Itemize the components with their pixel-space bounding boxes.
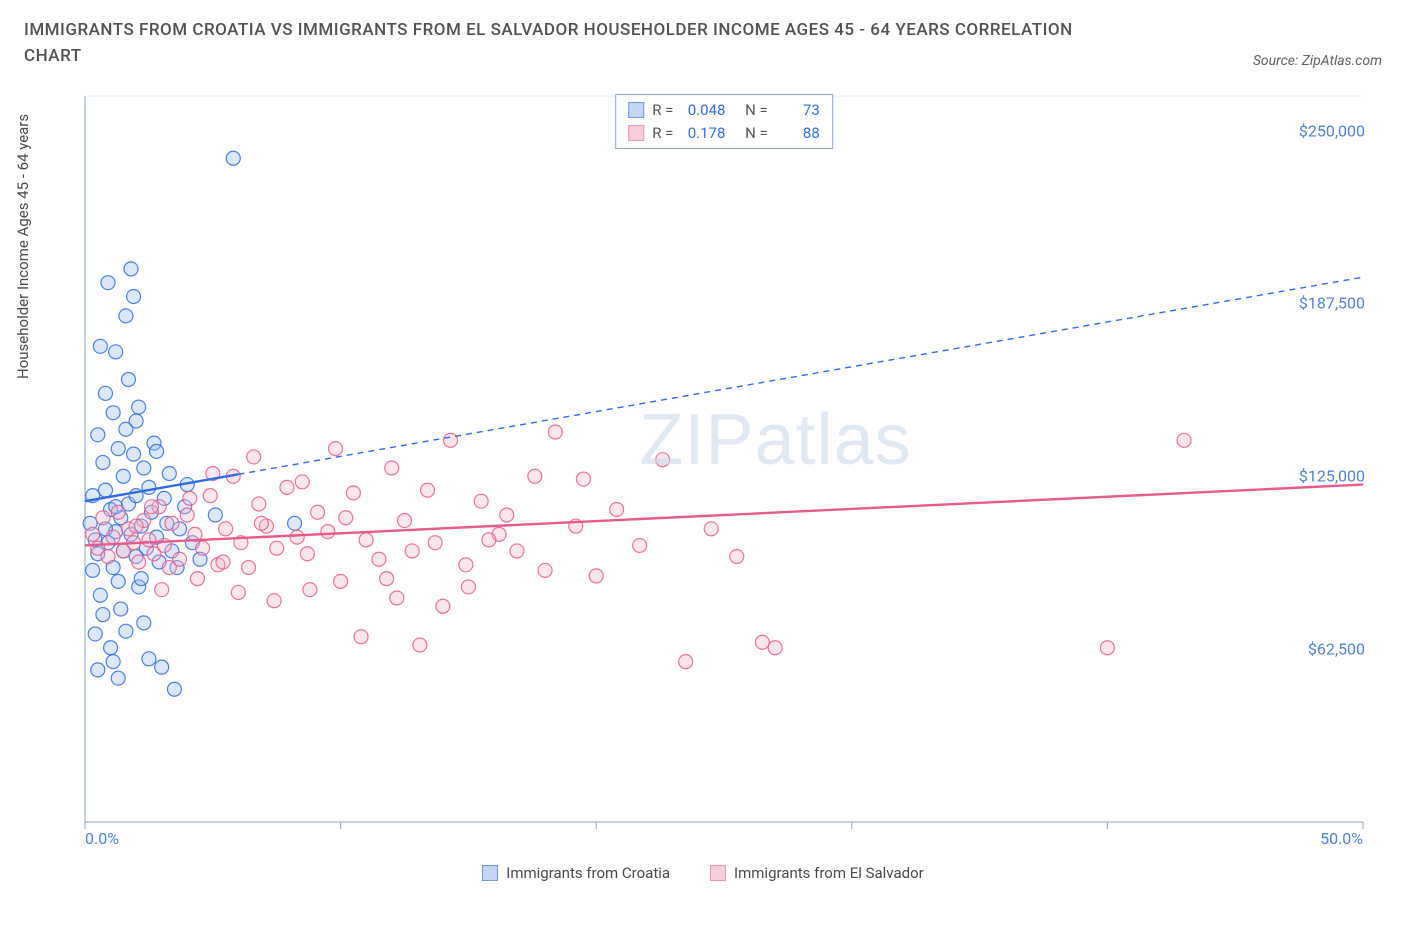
r-value-croatia: 0.048 (681, 99, 725, 122)
scatter-svg (79, 90, 1369, 850)
legend-swatch-croatia (482, 865, 498, 881)
y-tick-label: $187,500 (1299, 294, 1365, 313)
legend-label-croatia: Immigrants from Croatia (506, 864, 670, 882)
chart-area: Householder Income Ages 45 - 64 years ZI… (24, 90, 1382, 880)
n-label-2: N = (745, 122, 768, 145)
r-value-elsalvador: 0.178 (681, 122, 725, 145)
x-tick-label: 50.0% (1320, 829, 1363, 848)
legend-item-elsalvador: Immigrants from El Salvador (710, 864, 924, 882)
chart-header: IMMIGRANTS FROM CROATIA VS IMMIGRANTS FR… (0, 0, 1406, 77)
chart-source: Source: ZipAtlas.com (1253, 53, 1382, 69)
legend-swatch-elsalvador (710, 865, 726, 881)
stats-row-elsalvador: R = 0.178 N = 88 (628, 122, 820, 145)
chart-title: IMMIGRANTS FROM CROATIA VS IMMIGRANTS FR… (24, 18, 1124, 69)
y-tick-label: $125,000 (1299, 467, 1365, 486)
legend-item-croatia: Immigrants from Croatia (482, 864, 670, 882)
legend-label-elsalvador: Immigrants from El Salvador (734, 864, 924, 882)
x-tick-label: 0.0% (85, 829, 119, 848)
stats-row-croatia: R = 0.048 N = 73 (628, 99, 820, 122)
y-tick-label: $250,000 (1299, 121, 1365, 140)
plot-region: ZIPatlas R = 0.048 N = 73 R = 0.178 N = … (79, 90, 1369, 850)
r-label: R = (652, 99, 673, 122)
y-axis-label: Householder Income Ages 45 - 64 years (14, 114, 32, 379)
n-label: N = (745, 99, 768, 122)
swatch-croatia (628, 102, 644, 118)
n-value-croatia: 73 (776, 99, 820, 122)
stats-legend-box: R = 0.048 N = 73 R = 0.178 N = 88 (615, 94, 833, 149)
n-value-elsalvador: 88 (776, 122, 820, 145)
swatch-elsalvador (628, 125, 644, 141)
legend-bottom: Immigrants from Croatia Immigrants from … (24, 864, 1382, 882)
r-label-2: R = (652, 122, 673, 145)
y-tick-label: $62,500 (1308, 640, 1365, 659)
